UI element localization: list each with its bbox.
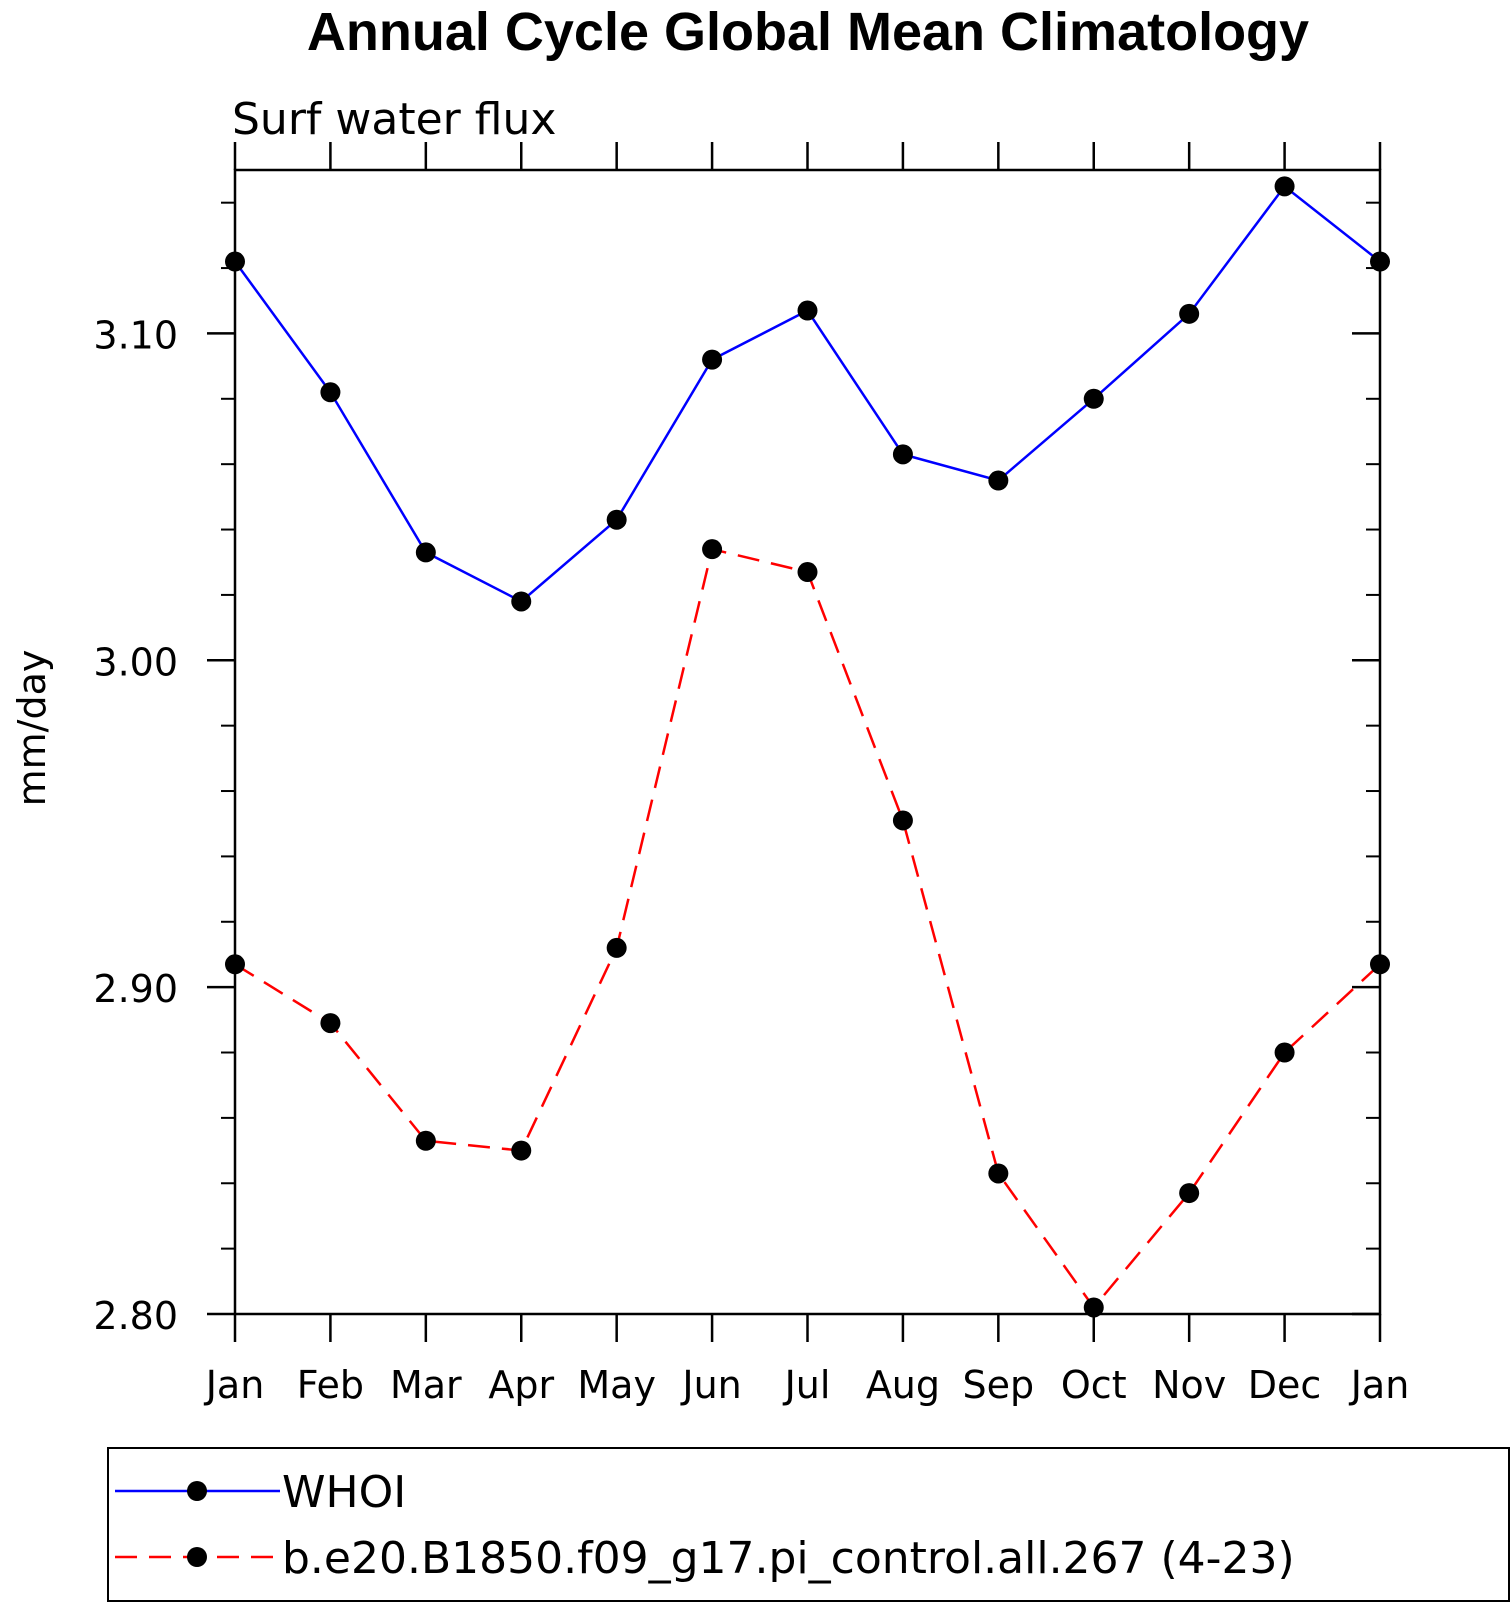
series-1-point xyxy=(225,954,245,975)
series-0-point xyxy=(1179,303,1200,324)
axes-layer: Jan Feb Mar Apr May Jun Jul Aug Sep Oct Nov Dec Jan 2… xyxy=(93,142,1409,1407)
legend-marker-0 xyxy=(187,1481,207,1501)
series-0-point xyxy=(1083,388,1104,409)
series-1-point xyxy=(606,937,627,958)
x-tick-label: Sep xyxy=(963,1363,1035,1407)
x-tick-label: Jun xyxy=(680,1363,741,1407)
y-axis-label: mm/day xyxy=(10,650,54,807)
y-tick-label: 2.80 xyxy=(93,1294,178,1338)
series-1-point xyxy=(1179,1183,1200,1204)
series-1-point xyxy=(511,1140,532,1161)
x-tick-label: Oct xyxy=(1061,1363,1127,1407)
y-tick-label: 3.00 xyxy=(93,640,178,684)
series-0-point xyxy=(1274,176,1295,197)
series-0-point xyxy=(415,542,436,563)
series-1-point xyxy=(1370,954,1390,975)
series-1-point xyxy=(702,539,723,560)
series-line-1 xyxy=(234,547,1381,1310)
series-0-point xyxy=(797,300,818,321)
series-0-point xyxy=(320,382,341,403)
y-tick-label: 3.10 xyxy=(93,313,178,357)
x-tick-label: Jan xyxy=(204,1363,265,1407)
plot-frame xyxy=(233,168,1382,1316)
x-tick-label: Dec xyxy=(1248,1363,1322,1407)
series-1-point xyxy=(415,1130,436,1151)
x-tick-label: Jan xyxy=(1349,1363,1410,1407)
chart-title: Annual Cycle Global Mean Climatology xyxy=(307,2,1309,62)
series-0-point xyxy=(606,509,627,530)
legend-label-1: b.e20.B1850.f09_g17.pi_control.all.267 (… xyxy=(282,1533,1295,1584)
series-line-0 xyxy=(233,184,1381,603)
series-0-point xyxy=(225,251,245,272)
series-0-point xyxy=(702,349,723,370)
series-1-point xyxy=(320,1013,341,1034)
series-0-point xyxy=(511,591,532,612)
x-tick-label: Nov xyxy=(1152,1363,1226,1407)
series-layer xyxy=(225,176,1390,1318)
series-0-point xyxy=(1370,251,1390,272)
legend-box xyxy=(107,1447,1510,1602)
x-tick-label: Apr xyxy=(488,1363,554,1407)
series-1-point xyxy=(797,562,818,583)
series-1-point xyxy=(892,810,913,831)
x-tick-label: May xyxy=(577,1363,656,1407)
x-tick-label: Aug xyxy=(866,1363,940,1407)
series-0-point xyxy=(988,470,1009,491)
series-1-point xyxy=(1274,1042,1295,1063)
x-tick-label: Jul xyxy=(783,1363,831,1407)
series-1-point xyxy=(1083,1297,1104,1318)
series-1-point xyxy=(988,1163,1009,1184)
x-tick-label: Mar xyxy=(390,1363,462,1407)
legend-label-0: WHOI xyxy=(282,1467,406,1518)
chart-subtitle: Surf water flux xyxy=(232,94,556,145)
legend: WHOI b.e20.B1850.f09_g17.pi_control.all.2… xyxy=(107,1447,1510,1602)
x-tick-label: Feb xyxy=(297,1363,364,1407)
legend-marker-1 xyxy=(187,1547,207,1567)
series-0-point xyxy=(892,444,913,465)
y-tick-label: 2.90 xyxy=(93,967,178,1011)
